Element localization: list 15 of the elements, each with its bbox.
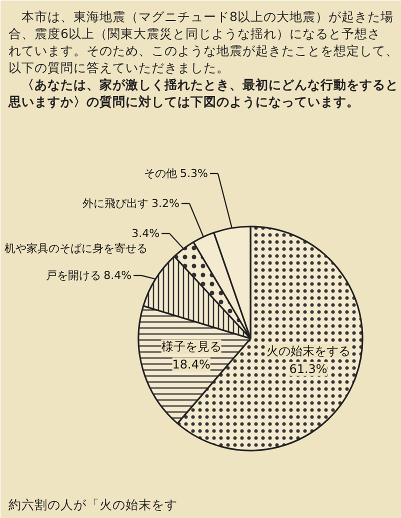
- slice-label: 机や家具のそばに身を寄せる: [4, 242, 148, 255]
- text: 本市は、東海地震（マグニチュード8以上の大地震）が起きた場合、震度6以上（関東大震災と同じような揺れ）になると予想されています。そのため、このような地震が起きたことを想定して、以下の質問に答えていただきました。: [8, 9, 398, 75]
- slice-label: その他: [144, 167, 178, 180]
- data-label: 8.4%: [104, 269, 132, 282]
- data-label: 61.3%: [289, 362, 328, 376]
- data-label: 3.2%: [152, 197, 180, 210]
- slice-label: 外に飛び出す: [82, 197, 149, 210]
- slice-label: 戸を開ける: [46, 269, 101, 282]
- data-label: 3.4%: [132, 227, 160, 240]
- text: 〈あなたは、家が激しく揺れたとき、最初にどんな行動をすると思いますか〉の質問に対しては下図のようになっています。: [8, 77, 398, 109]
- data-label: 18.4%: [172, 358, 210, 372]
- text: 約六割の人が「火の始末をす: [8, 497, 178, 512]
- slice-label: 火の始末をする: [266, 344, 350, 358]
- slice-label: 様子を見る: [161, 340, 222, 354]
- data-label: 5.3%: [180, 167, 208, 180]
